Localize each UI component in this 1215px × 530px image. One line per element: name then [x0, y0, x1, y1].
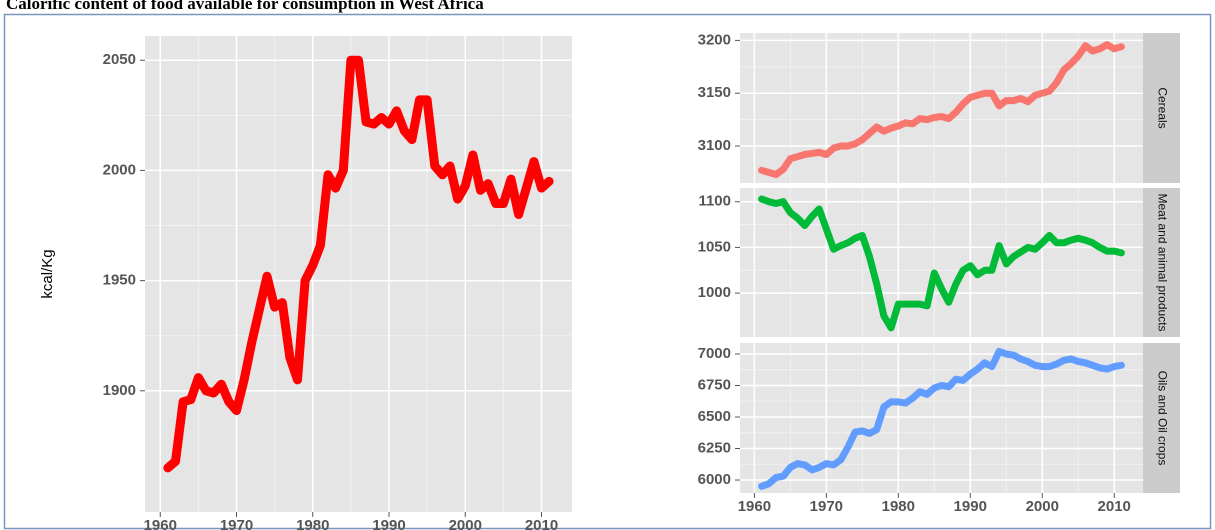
y-tick-label: 2050	[103, 51, 136, 68]
panel-strip	[1143, 188, 1180, 337]
x-tick-label: 1980	[882, 498, 915, 515]
y-tick-label: 2000	[103, 161, 136, 178]
x-tick-label: 1980	[296, 517, 329, 530]
panel-label: Oils and Oil crops	[1155, 371, 1169, 466]
data-line	[758, 41, 1125, 178]
y-tick-label: 1050	[698, 238, 731, 255]
y-tick-label: 7000	[698, 345, 731, 362]
panel-strip	[1143, 33, 1180, 183]
frame	[3, 13, 1212, 530]
y-tick-label: 3200	[698, 31, 731, 48]
page-title: Calorific content of food available for …	[6, 0, 484, 13]
x-tick-label: 2010	[525, 517, 558, 530]
x-tick-label: 2000	[449, 517, 482, 530]
data-line	[758, 347, 1125, 490]
x-tick-label: 1970	[220, 517, 253, 530]
x-tick-label: 1960	[738, 498, 771, 515]
y-tick-label: 3150	[698, 84, 731, 101]
x-tick-label: 2010	[1098, 498, 1131, 515]
y-tick-label: 1100	[698, 193, 731, 210]
plot-background	[740, 188, 1143, 337]
y-tick-label: 6000	[698, 471, 731, 488]
y-tick-label: 6250	[698, 439, 731, 456]
x-tick-label: 1960	[144, 517, 177, 530]
y-tick-label: 1950	[103, 272, 136, 289]
x-tick-label: 1990	[954, 498, 987, 515]
data-line	[758, 195, 1125, 332]
x-tick-label: 1990	[372, 517, 405, 530]
x-tick-label: 1970	[810, 498, 843, 515]
y-tick-label: 1000	[698, 284, 731, 301]
x-tick-label: 2000	[1026, 498, 1059, 515]
panel-label: Meat and animal products	[1155, 193, 1169, 331]
panel-strip	[1143, 343, 1180, 493]
data-line	[163, 55, 554, 473]
panel-label: Cereals	[1155, 87, 1169, 128]
y-tick-label: 3100	[698, 137, 731, 154]
y-tick-label: 1900	[103, 382, 136, 399]
y-tick-label: 6750	[698, 376, 731, 393]
y-axis-label: kcal/Kg	[39, 249, 56, 298]
plot-background	[145, 36, 572, 512]
y-tick-label: 6500	[698, 408, 731, 425]
